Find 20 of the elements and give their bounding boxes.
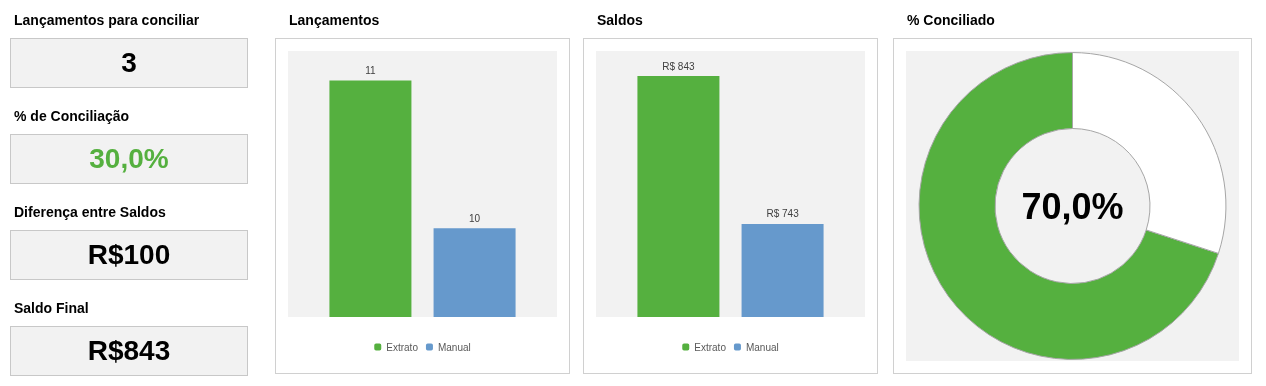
text: 70,0% [1021, 185, 1124, 227]
legend-label: Extrato [694, 341, 727, 353]
legend-label: Manual [745, 341, 779, 353]
chart-title: % Conciliado [907, 12, 995, 28]
legend-label: Manual [437, 341, 471, 353]
text: 3 [10, 38, 248, 88]
text: R$100 [10, 230, 248, 280]
data-label: R$ 743 [766, 208, 800, 220]
text: % de Conciliação [14, 108, 130, 124]
text: Diferença entre Saldos [14, 204, 166, 220]
text: Lançamentos para conciliar [14, 12, 200, 28]
chart-title: Saldos [597, 12, 643, 28]
data-label: R$ 843 [662, 60, 695, 72]
legend-label: Extrato [386, 341, 419, 353]
data-label: 11 [365, 65, 377, 77]
chart-title: Lançamentos [289, 12, 380, 28]
text: R$843 [10, 326, 248, 376]
data-label: 10 [469, 212, 481, 224]
text: Saldo Final [14, 300, 89, 316]
text: 30,0% [10, 134, 248, 184]
